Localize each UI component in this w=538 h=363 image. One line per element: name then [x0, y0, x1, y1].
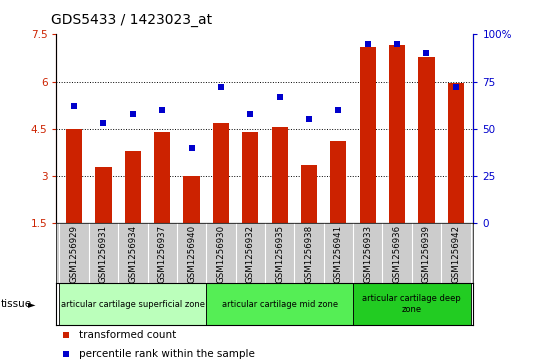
Point	[158, 107, 166, 113]
Bar	[125, 151, 141, 223]
Bar	[59, 283, 206, 325]
Text: GSM1256929: GSM1256929	[69, 225, 79, 283]
Text: GSM1256942: GSM1256942	[451, 225, 461, 283]
Text: tissue: tissue	[1, 299, 32, 309]
Point	[99, 120, 108, 126]
Bar	[183, 176, 200, 223]
Bar	[206, 283, 353, 325]
Text: GSM1256937: GSM1256937	[158, 225, 167, 283]
Bar	[330, 142, 346, 223]
Bar	[389, 45, 405, 223]
Bar	[301, 165, 317, 223]
Point	[187, 145, 196, 151]
Bar	[66, 129, 82, 223]
Point	[275, 94, 284, 100]
Point	[246, 111, 254, 117]
Text: GSM1256930: GSM1256930	[216, 225, 225, 283]
Text: GSM1256931: GSM1256931	[99, 225, 108, 283]
Bar	[360, 47, 376, 223]
Text: transformed count: transformed count	[80, 330, 176, 340]
Point	[422, 50, 431, 56]
Point	[61, 351, 70, 356]
Bar	[242, 132, 258, 223]
Point	[393, 41, 401, 47]
Text: ►: ►	[28, 299, 36, 309]
Point	[364, 41, 372, 47]
Point	[334, 107, 343, 113]
Point	[61, 332, 70, 338]
Bar	[154, 132, 170, 223]
Bar	[448, 83, 464, 223]
Point	[217, 85, 225, 90]
Text: GSM1256938: GSM1256938	[305, 225, 314, 283]
Text: articular cartilage superficial zone: articular cartilage superficial zone	[61, 299, 205, 309]
Bar	[95, 167, 111, 223]
Text: articular cartilage mid zone: articular cartilage mid zone	[222, 299, 338, 309]
Point	[451, 85, 460, 90]
Point	[305, 117, 313, 122]
Text: GSM1256935: GSM1256935	[275, 225, 284, 283]
Bar	[213, 123, 229, 223]
Text: GSM1256934: GSM1256934	[129, 225, 137, 283]
Text: GSM1256933: GSM1256933	[363, 225, 372, 283]
Point	[70, 103, 79, 109]
Text: GSM1256932: GSM1256932	[246, 225, 255, 283]
Bar	[272, 127, 288, 223]
Text: GDS5433 / 1423023_at: GDS5433 / 1423023_at	[51, 13, 212, 27]
Text: GSM1256939: GSM1256939	[422, 225, 431, 283]
Bar	[353, 283, 471, 325]
Text: articular cartilage deep
zone: articular cartilage deep zone	[363, 294, 461, 314]
Text: GSM1256940: GSM1256940	[187, 225, 196, 283]
Bar	[419, 57, 435, 223]
Text: percentile rank within the sample: percentile rank within the sample	[80, 348, 256, 359]
Text: GSM1256936: GSM1256936	[393, 225, 401, 283]
Point	[129, 111, 137, 117]
Text: GSM1256941: GSM1256941	[334, 225, 343, 283]
